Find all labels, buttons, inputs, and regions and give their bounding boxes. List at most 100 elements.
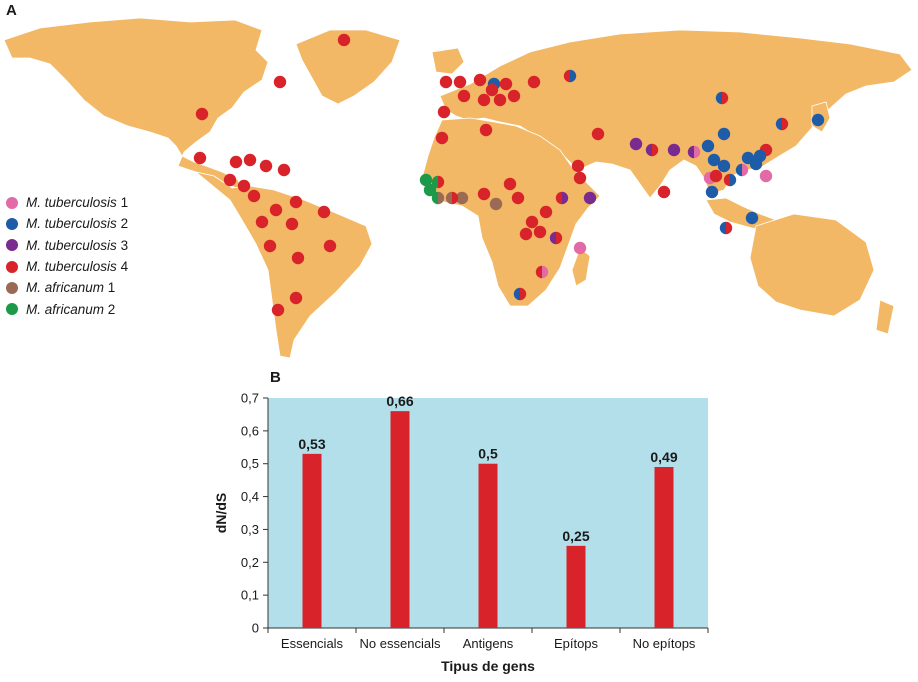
x-tick-label: Antigens (463, 636, 514, 651)
map-marker (657, 185, 671, 199)
legend-species: M. africanum (26, 280, 105, 296)
legend-item: M. tuberculosis 2 (6, 213, 128, 234)
map-marker (485, 83, 499, 97)
marker-half (452, 191, 459, 205)
legend-species: M. africanum (26, 301, 105, 317)
legend-swatch (6, 281, 18, 294)
map-marker (811, 113, 825, 127)
map-marker (539, 205, 553, 219)
map-marker (571, 159, 585, 173)
y-tick-label: 0,4 (241, 489, 259, 504)
legend-species: M. tuberculosis (26, 259, 117, 275)
marker-half (782, 117, 789, 131)
map-marker (573, 241, 587, 255)
marker-half (556, 231, 563, 245)
marker-half (438, 175, 445, 189)
marker-half (549, 231, 556, 245)
map-marker (457, 89, 471, 103)
map-marker (277, 163, 291, 177)
marker-half (562, 191, 569, 205)
map-marker (317, 205, 331, 219)
marker-half (520, 287, 527, 301)
marker-half (735, 163, 742, 177)
bar-value-label: 0,25 (562, 528, 589, 544)
landmass (571, 247, 591, 287)
map-marker (263, 239, 277, 253)
map-marker (753, 149, 767, 163)
marker-half (723, 173, 730, 187)
map-marker-mixed (563, 69, 577, 83)
x-tick-label: No epítops (633, 636, 696, 651)
marker-half (715, 91, 722, 105)
map-marker (629, 137, 643, 151)
map-marker (229, 155, 243, 169)
map-marker (583, 191, 597, 205)
map-marker (323, 239, 337, 253)
map-marker (707, 153, 721, 167)
map-marker-mixed (555, 191, 569, 205)
map-marker-mixed (535, 265, 549, 279)
map-marker-mixed (687, 145, 701, 159)
map-marker-mixed (445, 191, 459, 205)
bar-value-label: 0,49 (650, 449, 677, 465)
marker-half (742, 163, 749, 177)
map-marker (419, 173, 433, 187)
x-tick-label: Essencials (281, 636, 344, 651)
map-marker (709, 169, 723, 183)
map-marker (477, 187, 491, 201)
marker-half (445, 191, 452, 205)
bar (478, 463, 498, 628)
legend-item: M. africanum 2 (6, 298, 128, 319)
legend-species: M. tuberculosis (26, 237, 117, 253)
y-axis-title: dN/dS (213, 493, 229, 533)
legend-species: M. tuberculosis (26, 216, 117, 232)
map-marker (435, 131, 449, 145)
map-marker (511, 191, 525, 205)
land-masses (3, 17, 913, 359)
map-marker (455, 191, 469, 205)
map-marker (437, 105, 451, 119)
marker-half (719, 221, 726, 235)
bar (566, 545, 586, 628)
map-marker (717, 127, 731, 141)
map-marker (745, 211, 759, 225)
marker-half (645, 143, 652, 157)
map-marker-mixed (549, 231, 563, 245)
legend-swatch (6, 260, 18, 273)
map-marker-mixed (645, 143, 659, 157)
marker-half (730, 173, 737, 187)
map-marker (717, 159, 731, 173)
map-marker-mixed (719, 221, 733, 235)
map-marker (493, 93, 507, 107)
map-marker (195, 107, 209, 121)
map-marker (507, 89, 521, 103)
legend-swatch (6, 303, 18, 316)
map-marker (527, 75, 541, 89)
marker-half (775, 117, 782, 131)
landmass (295, 29, 401, 105)
map-marker (489, 197, 503, 211)
panel-a-label: A (6, 2, 17, 19)
marker-half (726, 221, 733, 235)
bar-value-label: 0,5 (478, 446, 498, 462)
legend-swatch (6, 217, 18, 230)
marker-half (570, 69, 577, 83)
marker-half (438, 191, 445, 205)
map-marker (247, 189, 261, 203)
map-marker-mixed (431, 175, 445, 189)
marker-half (535, 265, 542, 279)
y-tick-label: 0 (252, 621, 259, 636)
marker-half (722, 91, 729, 105)
map-marker (223, 173, 237, 187)
bar (390, 411, 410, 628)
x-tick-label: Epítops (554, 636, 599, 651)
map-marker (271, 303, 285, 317)
y-tick-label: 0,1 (241, 588, 259, 603)
legend-lineage: 3 (120, 237, 129, 253)
landmass (875, 299, 895, 335)
marker-half (431, 175, 438, 189)
map-marker (289, 195, 303, 209)
legend-item: M. tuberculosis 4 (6, 256, 128, 277)
map-marker (289, 291, 303, 305)
bar (302, 453, 322, 628)
